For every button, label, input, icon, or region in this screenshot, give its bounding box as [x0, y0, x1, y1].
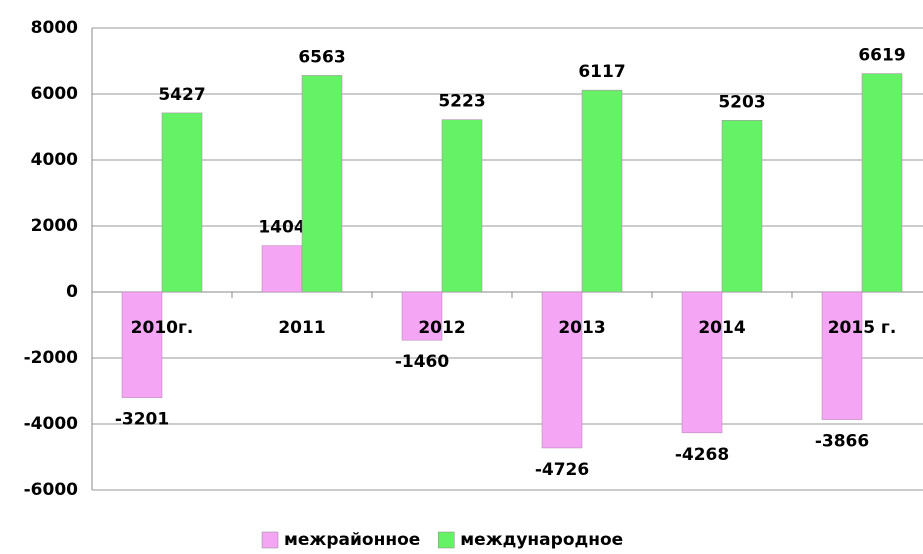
data-label: 6619 [858, 46, 905, 66]
x-tick-label: 2010г. [131, 318, 194, 338]
bar [581, 89, 623, 293]
y-tick-label: -2000 [24, 348, 79, 368]
x-tick-label: 2012 [418, 318, 465, 338]
bar [301, 75, 343, 293]
x-tick-label: 2014 [698, 318, 745, 338]
bar [121, 291, 163, 398]
data-label: 1404 [258, 218, 305, 238]
data-label: -3201 [115, 410, 169, 430]
data-label: 6117 [578, 62, 625, 82]
legend-swatch [261, 531, 279, 549]
y-tick-label: -6000 [24, 480, 79, 500]
legend-label: международное [460, 530, 623, 550]
y-tick-label: 2000 [31, 216, 78, 236]
bar [261, 245, 303, 293]
x-tick-label: 2015 г. [828, 318, 897, 338]
data-label: -4726 [535, 460, 589, 480]
bar [721, 120, 763, 293]
data-label: 5427 [158, 85, 205, 105]
data-label: -1460 [395, 352, 450, 372]
data-label: -3866 [815, 432, 869, 452]
y-tick-label: 8000 [31, 18, 78, 38]
data-label: 5203 [718, 92, 765, 112]
data-label: -4268 [675, 445, 729, 465]
data-label: 5223 [438, 92, 485, 112]
bar [681, 291, 723, 434]
y-tick-label: -4000 [24, 414, 79, 434]
legend-label: межрайонное [284, 530, 420, 550]
x-tick-label: 2011 [278, 318, 325, 338]
y-tick-label: 6000 [31, 84, 78, 104]
bar [541, 291, 583, 449]
bar [821, 291, 863, 420]
x-tick-label: 2013 [558, 318, 605, 338]
bar [441, 119, 483, 293]
y-tick-label: 0 [66, 282, 78, 302]
y-tick-label: 4000 [31, 150, 78, 170]
legend-swatch [438, 531, 455, 549]
data-label: 6563 [298, 47, 345, 67]
bar [401, 291, 443, 341]
bar [161, 112, 203, 293]
bar [861, 73, 903, 293]
